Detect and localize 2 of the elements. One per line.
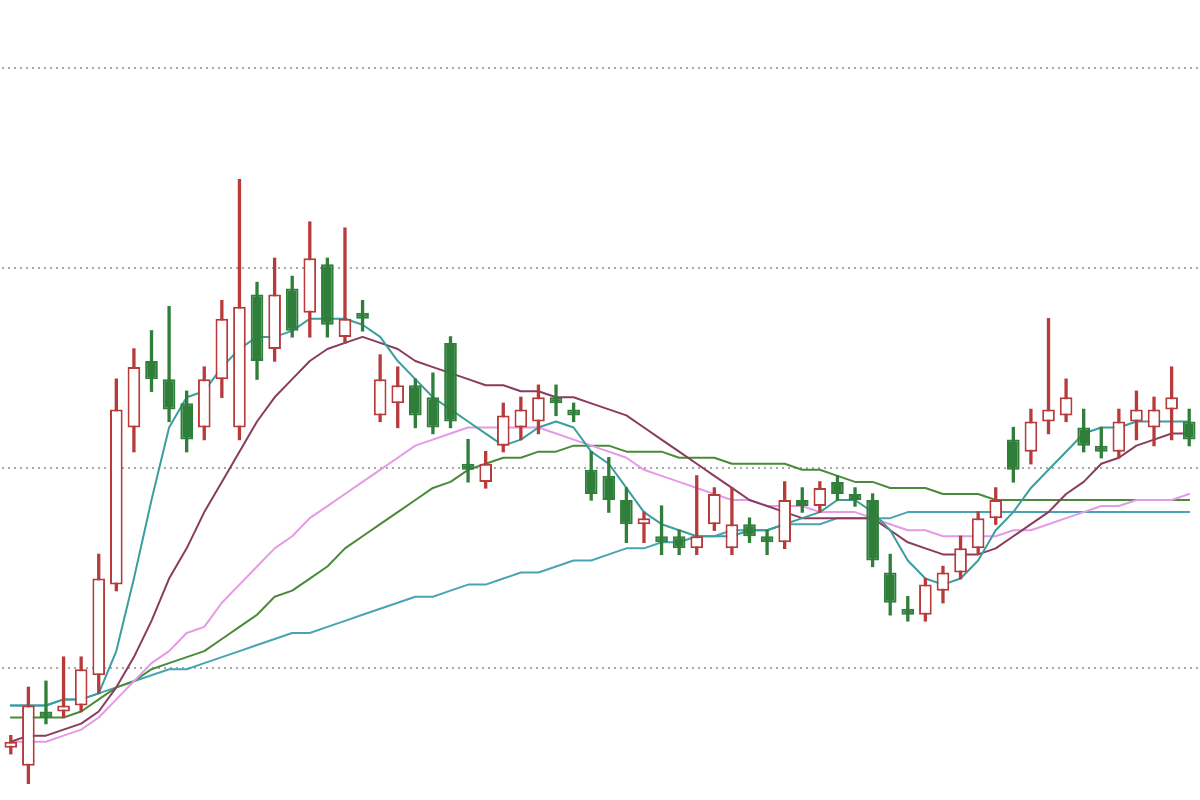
candlestick bbox=[338, 227, 352, 344]
candlestick bbox=[39, 680, 53, 725]
